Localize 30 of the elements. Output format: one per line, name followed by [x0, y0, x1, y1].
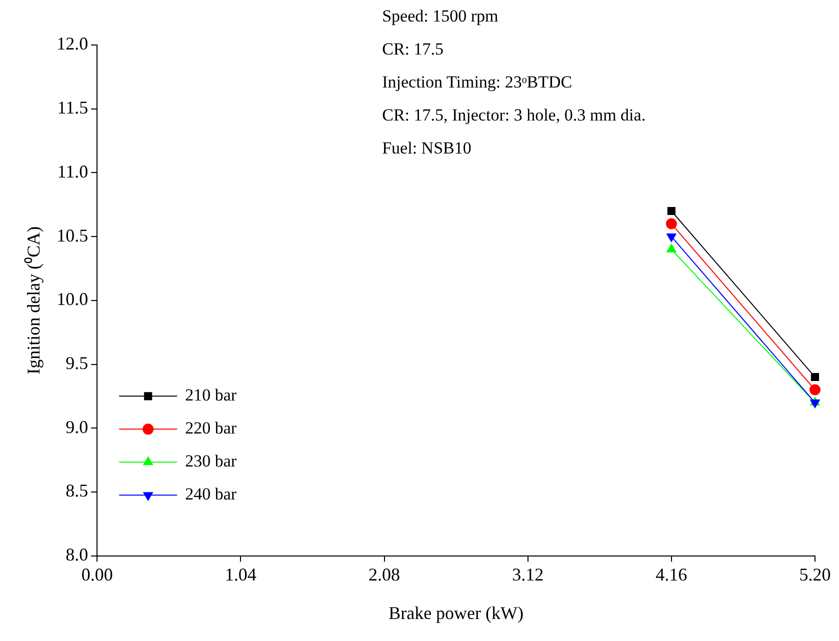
x-tick-label: 3.12	[512, 564, 544, 584]
legend-label: 240 bar	[185, 484, 237, 504]
legend-label: 230 bar	[185, 452, 237, 471]
y-tick-label: 12.0	[56, 34, 88, 54]
x-tick-label: 4.16	[656, 564, 688, 584]
x-tick-label: 1.04	[224, 564, 256, 584]
y-axis-title: Ignition delay (⁰CA)	[24, 226, 44, 374]
x-tick-label: 5.20	[799, 564, 831, 584]
y-tick-label: 8.0	[66, 544, 88, 565]
annotation: Fuel: NSB10	[382, 138, 472, 158]
legend-label: 220 bar	[185, 418, 237, 438]
x-tick-label: 2.08	[368, 564, 400, 584]
y-tick-label: 9.0	[66, 416, 88, 437]
point	[810, 384, 820, 396]
x-tick-label: 0.00	[81, 564, 113, 584]
y-tick-label: 8.5	[66, 480, 88, 501]
x-axis-title: Brake power (kW)	[388, 602, 524, 623]
point	[810, 372, 820, 382]
text: Speed: 1500 rpm	[382, 6, 498, 26]
y-tick-label: 11.5	[57, 98, 88, 118]
legend-label: 210 bar	[185, 386, 237, 405]
y-tick-label: 11.0	[57, 161, 88, 182]
y-tick-label: 10.0	[56, 289, 88, 310]
annotation: CR: 17.5, Injector: 3 hole, 0.3 mm dia.	[382, 105, 646, 124]
y-tick-label: 10.5	[56, 225, 88, 246]
annotation: CR: 17.5	[382, 39, 444, 58]
y-tick-label: 9.5	[66, 352, 88, 373]
point	[667, 206, 676, 216]
annotation: Injection Timing: 23ᵒBTDC	[382, 72, 572, 92]
point	[666, 218, 677, 230]
